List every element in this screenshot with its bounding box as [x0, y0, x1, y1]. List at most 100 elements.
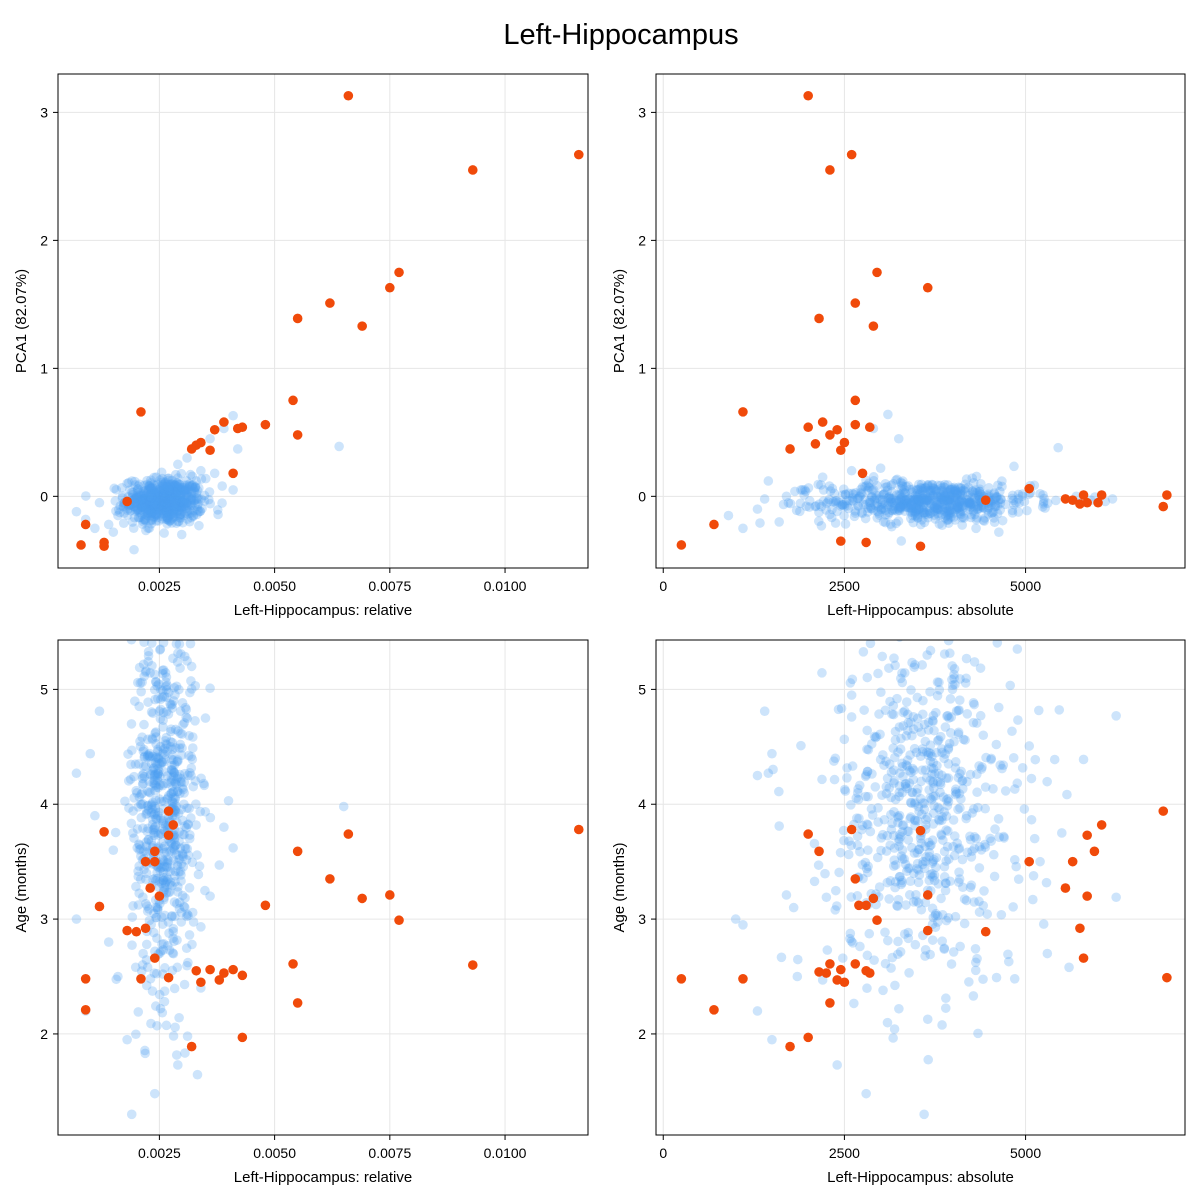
background-point	[891, 475, 901, 486]
background-point	[214, 860, 225, 870]
background-point	[153, 602, 163, 612]
background-point	[161, 876, 172, 886]
background-point	[947, 684, 958, 695]
outlier-point	[1158, 806, 1169, 816]
background-point	[158, 872, 169, 883]
background-point	[150, 694, 160, 705]
outlier-point	[980, 495, 991, 505]
background-point	[887, 498, 897, 508]
background-point	[176, 489, 186, 499]
background-point	[135, 874, 146, 884]
background-point	[914, 510, 924, 520]
background-point	[165, 509, 176, 520]
background-point	[943, 640, 954, 646]
background-point	[174, 1012, 184, 1023]
background-point	[991, 501, 1001, 511]
background-point	[176, 491, 186, 502]
background-point	[891, 490, 902, 500]
background-point	[212, 505, 223, 515]
background-point	[179, 480, 190, 491]
background-point	[147, 797, 158, 808]
background-point	[157, 494, 168, 505]
background-point	[915, 833, 926, 844]
outlier-point	[237, 970, 248, 981]
background-point	[160, 499, 170, 509]
background-point	[146, 515, 156, 526]
background-point	[846, 712, 857, 722]
background-point	[1013, 494, 1024, 504]
background-point	[167, 699, 177, 710]
background-point	[137, 502, 148, 512]
background-point	[912, 512, 923, 523]
y-tick-label: 2	[638, 1026, 646, 1042]
background-point	[168, 479, 178, 489]
background-point	[928, 710, 939, 721]
outlier-point	[149, 846, 160, 857]
background-point	[162, 514, 173, 525]
background-point	[938, 482, 949, 492]
background-point	[927, 751, 937, 762]
outlier-point	[394, 267, 404, 278]
background-point	[930, 769, 940, 779]
background-point	[173, 494, 183, 505]
background-point	[169, 496, 179, 506]
background-point	[937, 520, 947, 530]
background-point	[162, 504, 173, 514]
background-point	[161, 502, 172, 512]
background-point	[880, 505, 891, 516]
background-point	[150, 769, 161, 780]
background-point	[162, 499, 173, 510]
background-point	[157, 500, 168, 511]
background-point	[140, 494, 150, 505]
background-point	[852, 831, 863, 842]
background-point	[171, 495, 182, 506]
background-point	[934, 519, 945, 529]
background-point	[137, 677, 147, 688]
background-point	[957, 506, 968, 517]
background-point	[158, 867, 169, 877]
background-point	[180, 841, 190, 852]
background-point	[867, 492, 877, 502]
background-point	[928, 491, 939, 501]
background-point	[813, 860, 824, 870]
background-point	[177, 517, 188, 528]
background-point	[165, 502, 176, 513]
background-point	[759, 706, 770, 717]
background-point	[995, 760, 1006, 770]
outlier-point	[1082, 891, 1092, 901]
background-point	[912, 784, 923, 794]
outlier-point	[835, 536, 846, 546]
background-point	[180, 486, 190, 497]
background-point	[161, 872, 172, 882]
background-point	[990, 501, 1000, 512]
background-point	[894, 834, 904, 844]
points-layer	[676, 640, 1172, 1120]
background-point	[144, 481, 155, 492]
background-point	[933, 768, 944, 779]
background-point	[996, 494, 1006, 505]
background-point	[152, 1020, 162, 1031]
background-point	[175, 485, 186, 495]
background-point	[956, 496, 967, 506]
background-point	[858, 873, 868, 884]
outlier-point	[785, 444, 795, 454]
background-point	[901, 760, 911, 770]
outlier-point	[573, 149, 584, 160]
y-tick-label: 3	[638, 104, 646, 120]
background-point	[191, 488, 202, 498]
background-point	[932, 917, 943, 927]
background-point	[149, 809, 159, 820]
background-point	[890, 876, 901, 887]
background-point	[949, 850, 960, 861]
background-point	[166, 494, 177, 504]
background-point	[139, 498, 150, 509]
background-point	[988, 784, 998, 794]
background-point	[138, 746, 149, 757]
background-point	[153, 753, 164, 764]
background-point	[130, 493, 141, 504]
background-point	[909, 494, 919, 504]
background-point	[874, 882, 885, 892]
background-point	[892, 474, 902, 485]
background-point	[897, 854, 908, 864]
background-point	[946, 959, 957, 969]
